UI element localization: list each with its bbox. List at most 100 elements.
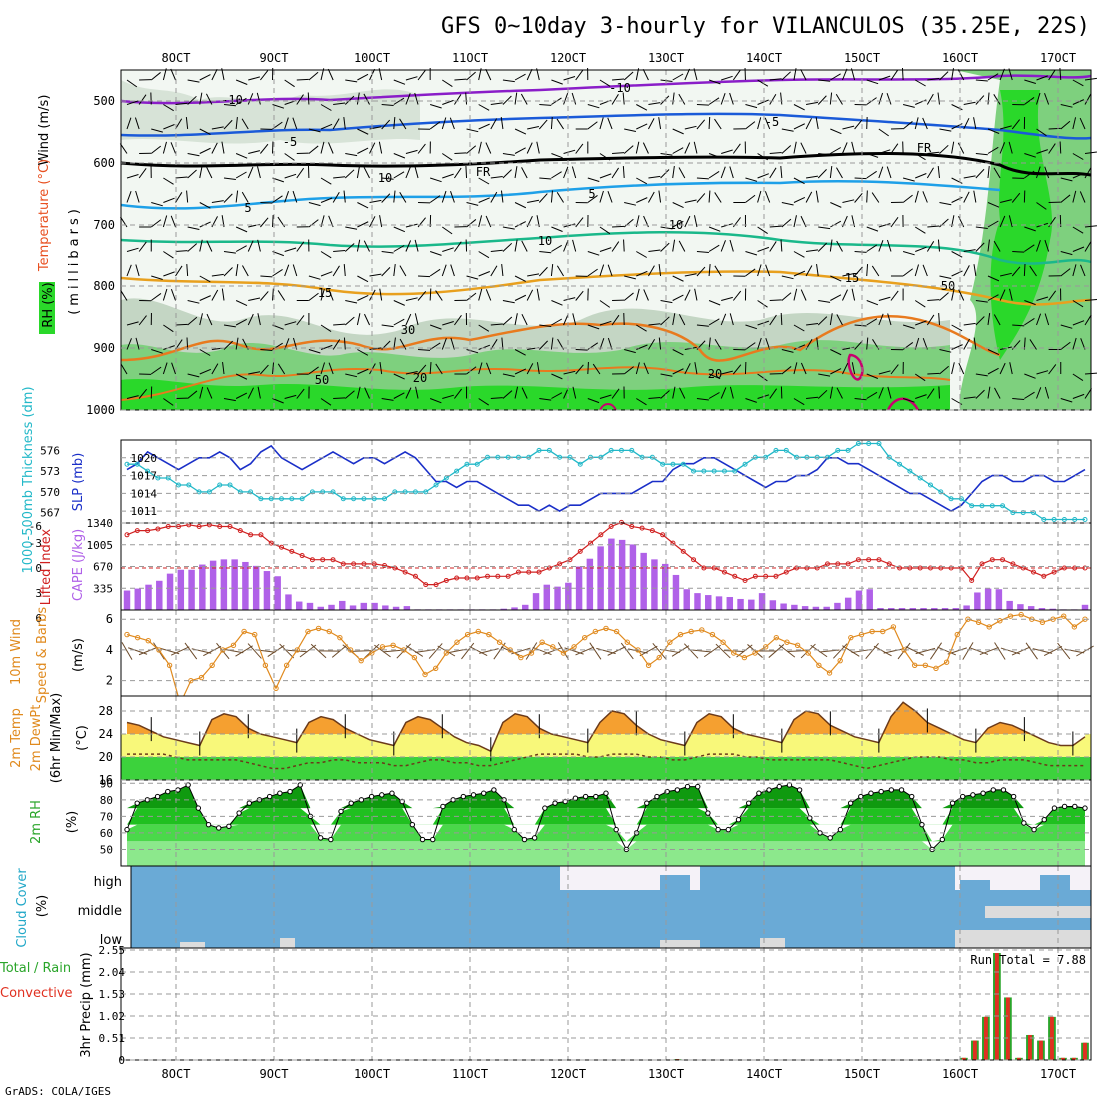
wind-barb (938, 386, 940, 399)
wind-barb (623, 71, 634, 81)
li-point (773, 573, 779, 579)
wind-barb (793, 251, 805, 258)
thickness-point (948, 496, 954, 502)
wind-barb (636, 251, 647, 258)
wind-barb (343, 337, 346, 350)
wind-barb (951, 123, 963, 130)
wind-barb (563, 149, 576, 154)
wind-barb (769, 167, 777, 179)
wind-barb (732, 143, 741, 154)
wind-barb-10m (639, 645, 658, 657)
wind-barb (364, 387, 370, 399)
wind-barb (599, 117, 604, 130)
wind-barb (429, 121, 441, 130)
wind-barb (186, 190, 189, 203)
top-date-label: 10OCT (354, 51, 390, 65)
wind-barb (658, 337, 662, 350)
wind-barb (1060, 251, 1073, 256)
wind-barb (478, 141, 482, 154)
li-point (258, 532, 264, 538)
wind-tick-label: 2 (106, 674, 113, 688)
wind-tick-label: 6 (106, 612, 113, 626)
wind-barb (830, 349, 842, 356)
wind-barb (369, 216, 376, 228)
wind-barb (235, 79, 248, 85)
wind-barb (769, 388, 778, 399)
wind-barb (521, 313, 528, 326)
wind-barb (866, 337, 869, 350)
wind-barb (520, 93, 528, 105)
wind-barb (199, 92, 203, 105)
wind-barb (1036, 313, 1042, 326)
wind-barb (915, 173, 927, 179)
cape-bar (177, 569, 185, 610)
wind-barb (260, 143, 269, 154)
precip-tick-label: 2.04 (99, 966, 126, 979)
wind-barb (987, 294, 999, 301)
li-point (618, 519, 624, 525)
wind-barb (150, 293, 162, 301)
wind-barb-10m (235, 645, 253, 657)
wind-barb (150, 219, 162, 228)
wind-barb (242, 265, 249, 277)
bottom-date-label: 8OCT (162, 1067, 191, 1081)
cape-bar (640, 552, 647, 610)
wind-barb (975, 168, 985, 179)
wind-barb (781, 366, 792, 375)
wind-barb (345, 79, 358, 83)
wind-barb (357, 202, 369, 209)
wind-speed-point (645, 662, 652, 668)
wind-barb (381, 267, 391, 277)
wind-barb (563, 166, 569, 179)
wind-barb (612, 152, 625, 154)
wind-barb (757, 373, 768, 382)
wind-barb (1079, 117, 1086, 130)
wind-barb (939, 144, 949, 154)
rh-point (195, 805, 202, 811)
wind-speed-point (943, 659, 950, 665)
rh-point (348, 800, 354, 806)
wind-barb (1048, 290, 1057, 301)
wind-barb (800, 69, 807, 81)
wind-barb (466, 145, 477, 154)
cape-bar (371, 602, 378, 610)
wind-barb (1024, 79, 1036, 84)
wind-barb (563, 223, 576, 228)
wind-barb (170, 68, 176, 81)
wind-barb (927, 225, 940, 228)
wind-barb (435, 363, 443, 375)
temp-band-yellow (121, 733, 1091, 757)
wind-barb (611, 167, 620, 179)
pressure-tick-label: 600 (93, 156, 115, 170)
wind-barb (866, 373, 879, 379)
wind-tick-label: 4 (106, 643, 113, 657)
precip-conv-label: Convective (0, 986, 73, 1001)
thickness-point (392, 489, 398, 495)
wind-barb (805, 191, 813, 203)
wind-barb (170, 289, 176, 301)
wind-barb (1084, 314, 1092, 326)
wind-barb (257, 166, 261, 179)
wind-barb (793, 215, 797, 228)
wind-barb (660, 153, 673, 156)
cape-bar (672, 574, 680, 610)
wind-barb (502, 169, 512, 179)
rh-point (837, 826, 844, 833)
wind-barb (1072, 153, 1084, 160)
wind-barb (514, 221, 526, 228)
wind-barb (842, 289, 848, 301)
precip-axis-label: 3hr Precip (mm) (79, 952, 94, 1057)
wind-barb (780, 312, 783, 326)
wind-barb (745, 177, 758, 182)
thickness-point (134, 461, 140, 467)
wind-barb (951, 324, 963, 332)
wind-barb (672, 294, 684, 301)
wind-barb (454, 167, 462, 179)
wind-speed-point (1071, 624, 1078, 630)
wind-barb (344, 169, 355, 179)
cape-bar (608, 538, 615, 610)
wind-speed-point (528, 650, 535, 656)
wind-barb (922, 191, 928, 203)
wind-barb-10m (310, 643, 327, 659)
